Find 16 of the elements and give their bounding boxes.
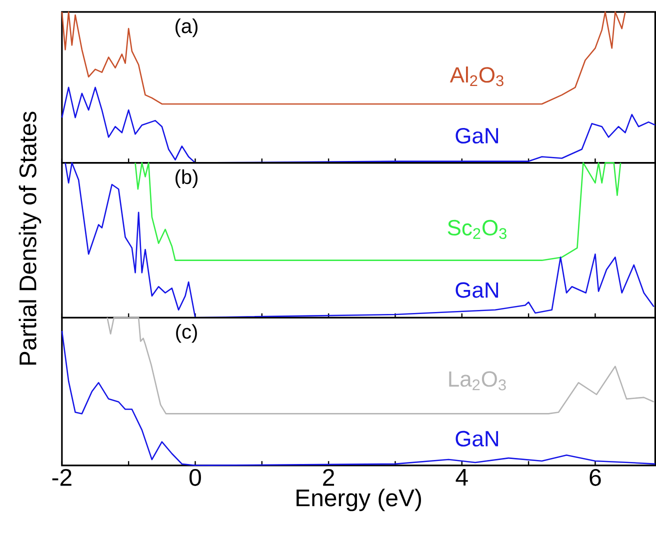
x-tick-label: 0 xyxy=(190,468,201,486)
series-label: Al$_{2}$O$_{3}$ xyxy=(450,66,504,86)
series-label: La$_{2}$O$_{3}$ xyxy=(449,371,506,390)
x-axis-title: Energy (eV) xyxy=(296,488,421,511)
x-tick-label: 6 xyxy=(590,468,601,486)
x-tick-label: -2 xyxy=(52,468,72,486)
series-label: GaN xyxy=(456,128,498,144)
annotation: (c) xyxy=(176,324,197,343)
x-tick-label: 4 xyxy=(456,468,468,486)
x-tick-label: 2 xyxy=(323,468,334,486)
series-label: GaN xyxy=(456,430,498,446)
annotation: (b) xyxy=(176,169,198,188)
series-label: Sc$_{2}$O$_{3}$ xyxy=(448,220,506,239)
annotation: (a) xyxy=(176,18,198,37)
y-axis-title: Partial Density of States xyxy=(18,112,42,364)
series-label: GaN xyxy=(456,282,498,298)
